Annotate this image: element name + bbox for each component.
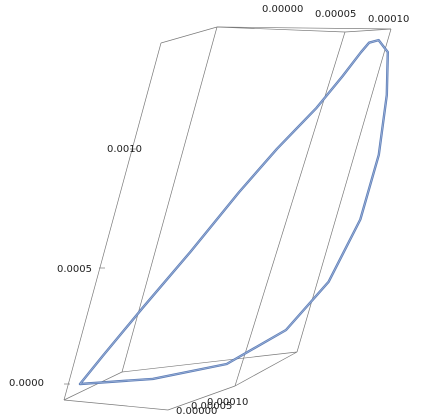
box-edge-front-left	[63, 42, 162, 401]
box-edge-front-back-bottom	[63, 371, 123, 401]
box-edge-back-right	[296, 28, 392, 353]
bottom-tick-label-0: 0.00000	[176, 406, 217, 417]
bottom-tick-label-1: 0.00005	[191, 401, 232, 412]
top-axis: 0.00000 0.00005 0.00010	[262, 4, 409, 25]
bottom-tick-label-2: 0.00010	[207, 397, 248, 408]
bounding-box	[63, 26, 392, 411]
z-axis: 0.0000 0.0005 0.0010	[9, 144, 142, 389]
top-tick-label-1: 0.00005	[315, 9, 356, 20]
z-tick-label-0: 0.0000	[9, 378, 44, 389]
box-edge-back-left	[121, 26, 218, 373]
box-edge-front-right	[167, 385, 236, 411]
box-edge-top-right	[344, 28, 392, 33]
box-edge-top-mid	[216, 26, 346, 33]
top-tick-label-2: 0.00010	[368, 14, 409, 25]
curve-layer	[78, 38, 389, 386]
box-edge-front-bottom	[63, 399, 169, 411]
box-edge-back-top	[216, 26, 392, 30]
box-edge-back-bottom	[121, 351, 298, 373]
series-curve-highlight-0	[79, 39, 389, 385]
box-edge-inner	[234, 31, 346, 387]
top-tick-label-0: 0.00000	[262, 4, 303, 15]
box-edge-front-top	[160, 26, 218, 44]
series-curve-0	[78, 38, 389, 386]
z-tick-label-1: 0.0005	[57, 264, 92, 275]
bottom-axis: 0.00000 0.00005 0.00010	[176, 397, 248, 417]
z-tick-label-2: 0.0010	[107, 144, 142, 155]
box-edge-bottom-right	[234, 351, 298, 387]
